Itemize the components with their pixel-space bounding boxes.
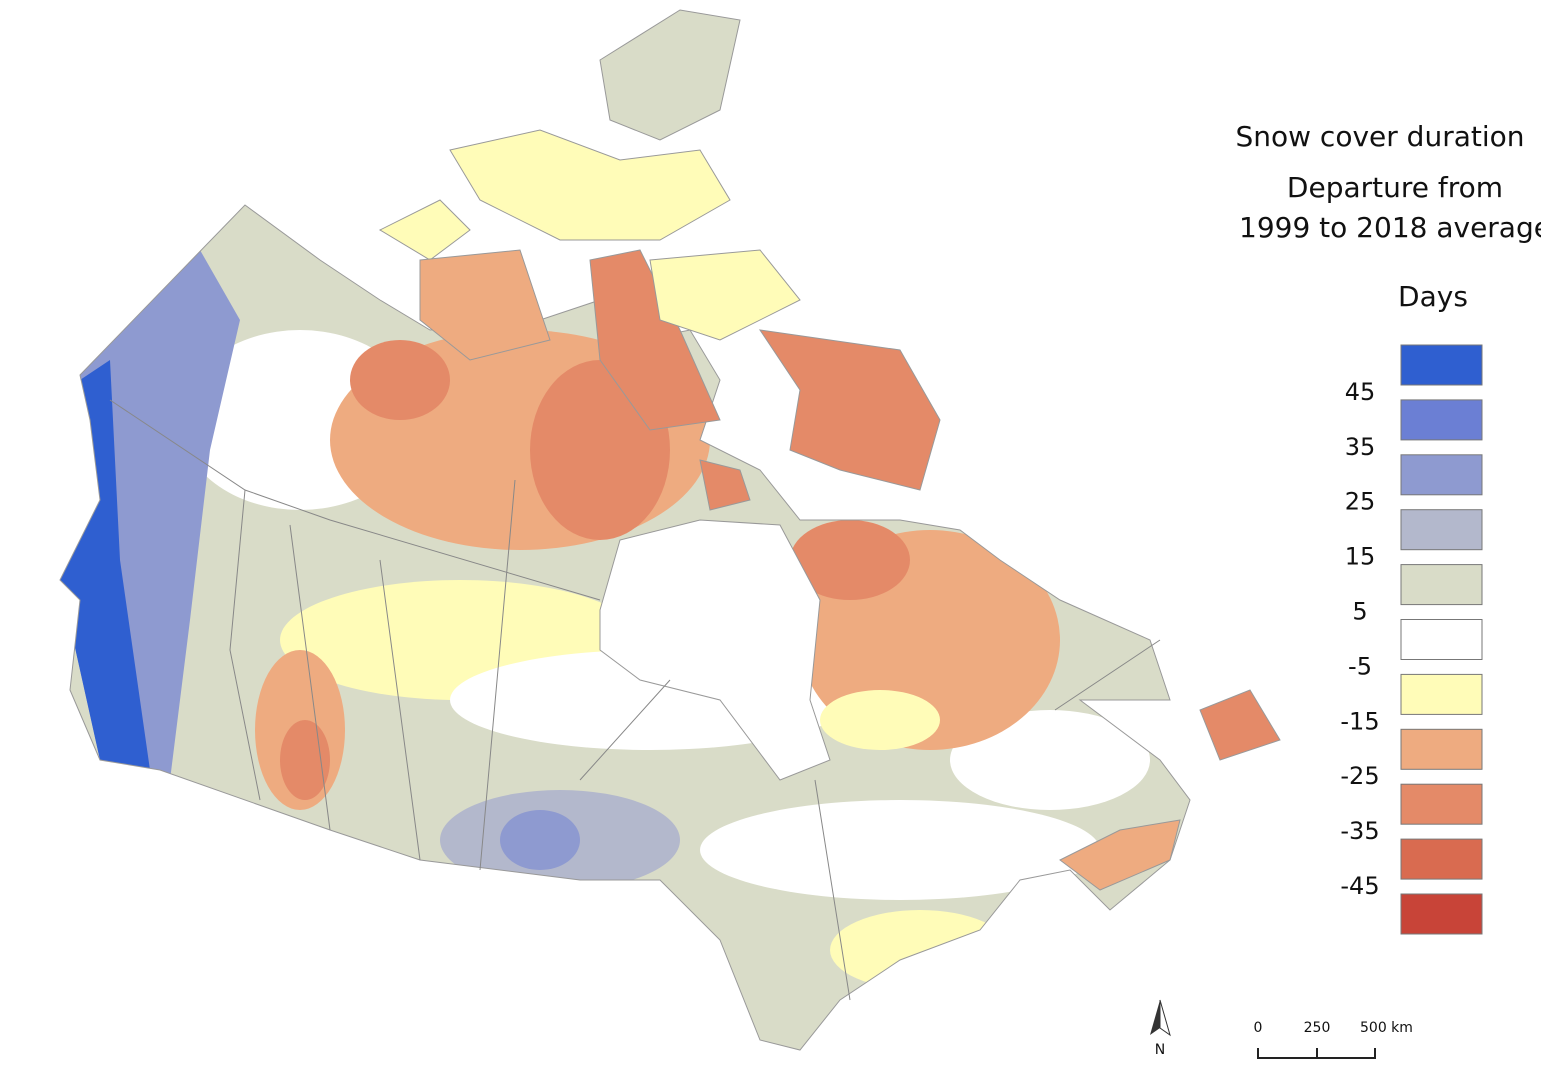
scale-label: 500 km <box>1360 1020 1413 1036</box>
hudson-bay <box>599 519 831 781</box>
island <box>589 249 721 431</box>
arrow-shape <box>1150 1000 1160 1035</box>
province-borders <box>109 399 1161 1001</box>
scale-bar: 0 250 500 km <box>1254 1020 1413 1059</box>
legend-label: 45 <box>1345 378 1376 406</box>
legend-swatch <box>1400 783 1483 825</box>
island <box>1199 689 1281 761</box>
legend: Snow cover duration Departure from 1999 … <box>1235 120 1541 935</box>
legend-label: 35 <box>1345 433 1376 461</box>
scale-label: 0 <box>1254 1020 1263 1036</box>
legend-subtitle: 1999 to 2018 average <box>1239 211 1541 244</box>
island <box>649 249 801 341</box>
region <box>950 710 1150 810</box>
region <box>790 520 910 600</box>
legend-label: 25 <box>1345 488 1376 516</box>
legend-label: -35 <box>1340 817 1379 845</box>
legend-label: -45 <box>1340 872 1379 900</box>
legend-label: 15 <box>1345 543 1376 571</box>
legend-swatch <box>1400 893 1483 935</box>
island <box>1059 819 1181 891</box>
arctic-islands <box>378 9 1281 891</box>
legend-unit: Days <box>1398 280 1468 313</box>
island <box>599 9 741 141</box>
legend-swatch <box>1400 344 1483 386</box>
legend-swatch <box>1400 454 1483 496</box>
island <box>758 329 941 491</box>
arrow-shape <box>1159 999 1171 1037</box>
north-arrow: N <box>1150 999 1171 1058</box>
region <box>500 810 580 870</box>
scale-label: 250 <box>1304 1020 1331 1036</box>
legend-label: -15 <box>1340 707 1379 735</box>
legend-label: -5 <box>1348 652 1372 680</box>
island <box>419 249 551 361</box>
legend-swatch <box>1400 728 1483 770</box>
legend-label: -25 <box>1340 762 1379 790</box>
legend-label: 5 <box>1352 598 1367 626</box>
scale-line <box>1257 1048 1376 1059</box>
legend-swatch <box>1400 399 1483 441</box>
legend-swatch <box>1400 619 1483 660</box>
legend-swatch <box>1400 564 1483 606</box>
region <box>700 800 1100 900</box>
island <box>378 199 471 261</box>
region <box>280 720 330 800</box>
region <box>350 340 450 420</box>
region <box>830 910 1010 990</box>
legend-title: Snow cover duration <box>1235 120 1524 153</box>
legend-swatch <box>1400 838 1483 880</box>
legend-swatch <box>1400 673 1483 715</box>
island <box>449 129 731 241</box>
legend-swatch <box>1400 509 1483 551</box>
legend-subtitle: Departure from <box>1287 171 1503 204</box>
island <box>699 459 751 511</box>
region <box>820 690 940 750</box>
north-label: N <box>1155 1042 1165 1058</box>
